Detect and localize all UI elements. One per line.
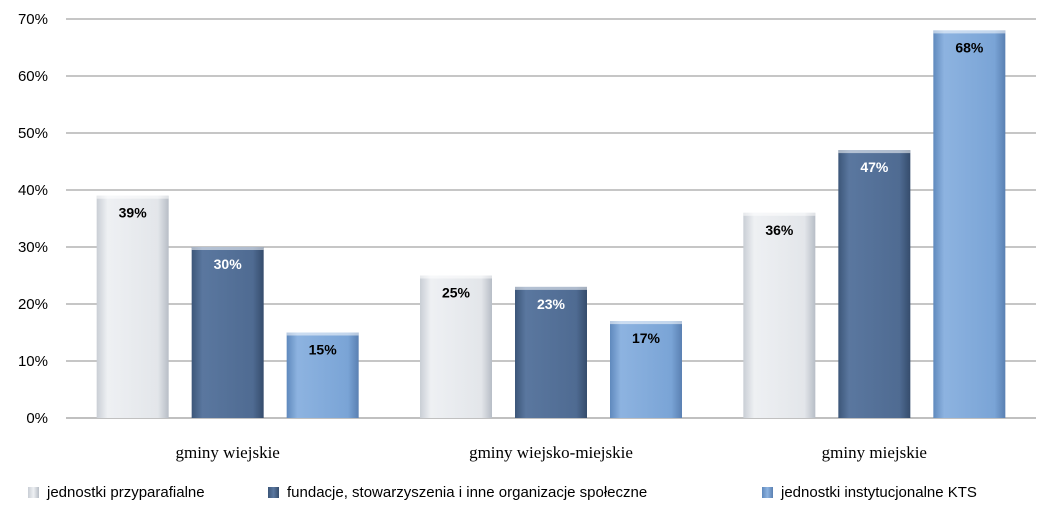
y-tick-label: 70% bbox=[18, 11, 48, 28]
bar-top-highlight bbox=[838, 150, 911, 154]
bar bbox=[838, 150, 911, 418]
x-category-label: gminy wiejsko-miejskie bbox=[469, 443, 633, 462]
bar bbox=[286, 332, 359, 418]
data-label: 68% bbox=[955, 39, 984, 55]
bar bbox=[191, 247, 264, 418]
legend-swatch-kts bbox=[762, 487, 773, 498]
legend-item-kts: jednostki instytucjonalne KTS bbox=[762, 484, 977, 501]
y-tick-label: 40% bbox=[18, 182, 48, 199]
data-label: 36% bbox=[765, 222, 794, 238]
bar-top-highlight bbox=[743, 212, 816, 216]
y-tick-label: 30% bbox=[18, 239, 48, 256]
bar bbox=[515, 286, 587, 418]
data-label: 30% bbox=[214, 256, 243, 272]
legend-label: jednostki instytucjonalne KTS bbox=[781, 484, 977, 501]
y-axis-ticks: 0% 10% 20% 30% 40% 50% 60% 70% bbox=[18, 11, 48, 427]
y-tick-label: 20% bbox=[18, 296, 48, 313]
legend-swatch-przyparafialne bbox=[28, 487, 39, 498]
bar-chart: 0% 10% 20% 30% 40% 50% 60% 70% 39% 30% 15% 25% 23% 1… bbox=[18, 11, 1036, 462]
data-label: 39% bbox=[119, 205, 148, 221]
y-tick-label: 10% bbox=[18, 353, 48, 370]
data-labels: 39% 30% 15% 25% 23% 17% 36% 47% 68% bbox=[119, 39, 984, 357]
bar-top-highlight bbox=[96, 195, 169, 199]
bar bbox=[933, 30, 1006, 419]
bar-top-highlight bbox=[515, 286, 587, 290]
legend-label: fundacje, stowarzyszenia i inne organiza… bbox=[287, 484, 648, 501]
legend-item-fundacje: fundacje, stowarzyszenia i inne organiza… bbox=[268, 484, 647, 501]
legend-swatch-fundacje bbox=[268, 487, 279, 498]
data-label: 15% bbox=[309, 342, 338, 358]
bar bbox=[420, 275, 492, 418]
data-label: 23% bbox=[537, 296, 566, 312]
y-tick-label: 0% bbox=[26, 410, 48, 427]
bar-top-highlight bbox=[933, 30, 1006, 34]
data-label: 47% bbox=[860, 159, 889, 175]
x-axis-categories: gminy wiejskie gminy wiejsko-miejskie gmin… bbox=[175, 443, 926, 462]
bar-top-highlight bbox=[191, 247, 264, 250]
data-label: 25% bbox=[442, 285, 471, 301]
y-tick-label: 50% bbox=[18, 125, 48, 142]
bar bbox=[743, 212, 816, 418]
data-label: 17% bbox=[632, 330, 661, 346]
bars bbox=[96, 30, 1006, 419]
bar-top-highlight bbox=[286, 332, 359, 336]
bar bbox=[610, 321, 682, 418]
bar bbox=[96, 195, 169, 418]
bar-top-highlight bbox=[420, 275, 492, 279]
legend-item-przyparafialne: jednostki przyparafialne bbox=[28, 484, 205, 501]
y-tick-label: 60% bbox=[18, 68, 48, 85]
legend-label: jednostki przyparafialne bbox=[47, 484, 205, 501]
x-category-label: gminy wiejskie bbox=[175, 443, 279, 462]
x-category-label: gminy miejskie bbox=[822, 443, 927, 462]
legend: jednostki przyparafialne fundacje, stowa… bbox=[0, 484, 1049, 506]
bar-top-highlight bbox=[610, 321, 682, 325]
